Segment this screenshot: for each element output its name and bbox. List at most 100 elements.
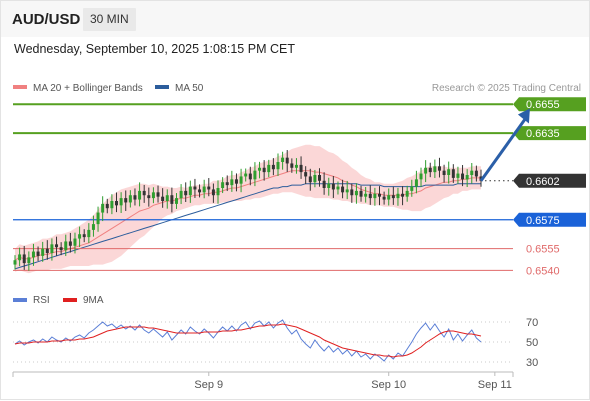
- level-label-0.6635: 0.6635: [526, 128, 560, 140]
- candle-body: [142, 190, 146, 196]
- candle-body: [59, 247, 63, 251]
- candle-body: [253, 170, 257, 180]
- candle-body: [96, 212, 100, 225]
- candle-body: [354, 190, 358, 196]
- candle-body: [401, 193, 405, 197]
- candle-body: [174, 198, 178, 204]
- bollinger-band: [15, 144, 481, 274]
- candle-body: [110, 201, 114, 209]
- rsi-tick-70: 70: [526, 317, 538, 329]
- candle-body: [87, 229, 91, 238]
- level-tag-shape: [513, 97, 586, 112]
- x-tick-label: Sep 9: [194, 379, 223, 391]
- candle-body: [285, 157, 289, 164]
- candle-body: [73, 238, 77, 246]
- candle-body: [364, 193, 368, 197]
- level-tag-0.6575: 0.6575: [513, 212, 586, 227]
- candle-body: [234, 179, 238, 184]
- candle-body: [267, 164, 271, 173]
- candle-body: [433, 166, 437, 173]
- candle-body: [456, 173, 460, 178]
- candle-body: [341, 186, 345, 193]
- candle-body: [294, 164, 298, 168]
- level-tag-shape: [513, 173, 586, 188]
- candle-body: [322, 180, 326, 188]
- candle-body: [41, 248, 45, 256]
- candle-body: [313, 175, 317, 183]
- x-tick-label: Sep 11: [478, 379, 512, 391]
- x-tick-label: Sep 10: [371, 379, 406, 391]
- candle-body: [36, 251, 40, 256]
- candle-body: [470, 170, 474, 175]
- candle-body: [244, 173, 248, 177]
- candle-body: [27, 257, 31, 264]
- rsi-series-RSI: [14, 319, 482, 362]
- candle-body: [281, 157, 285, 162]
- chart-credit: Research © 2025 Trading Central: [432, 83, 581, 94]
- level-tag-0.6602: 0.6602: [513, 173, 586, 188]
- candle-body: [13, 260, 17, 265]
- candle-body: [161, 196, 165, 201]
- candle-body: [248, 173, 252, 180]
- legend-swatch-0: [13, 85, 27, 89]
- timeframe-badge[interactable]: 30 MIN: [83, 8, 136, 31]
- candle-body: [50, 244, 54, 253]
- rsi-series-9MA: [14, 323, 482, 358]
- candle-body: [304, 172, 308, 177]
- candle-body: [373, 193, 377, 199]
- rsi-tick-30: 30: [526, 357, 538, 369]
- candle-body: [327, 183, 331, 188]
- candle-body: [115, 201, 119, 206]
- candle-body: [442, 170, 446, 175]
- candle-body: [419, 173, 423, 180]
- candle-body: [308, 176, 312, 183]
- candle-body: [64, 241, 68, 251]
- legend-swatch-1: [155, 85, 169, 89]
- level-tag-shape: [513, 212, 586, 227]
- candle-body: [147, 195, 151, 199]
- candle-body: [359, 190, 363, 197]
- candle-body: [382, 196, 386, 200]
- instrument-symbol: AUD/USD: [12, 11, 81, 28]
- level-tag-0.6635: 0.6635: [513, 126, 586, 141]
- candle-body: [461, 173, 465, 180]
- candle-body: [188, 186, 192, 196]
- level-label-0.6575: 0.6575: [526, 215, 560, 227]
- candle-body: [318, 175, 322, 181]
- candle-body: [133, 195, 137, 200]
- candle-body: [410, 186, 414, 191]
- rsi-tick-50: 50: [526, 337, 538, 349]
- candle-body: [474, 170, 478, 177]
- candle-body: [414, 179, 418, 187]
- candle-body: [193, 186, 197, 190]
- legend-label-1: MA 50: [175, 83, 204, 94]
- candle-body: [18, 254, 22, 261]
- level-label-0.6602: 0.6602: [526, 176, 560, 188]
- candle-body: [428, 167, 432, 173]
- candle-body: [405, 190, 409, 197]
- forecast-arrow-head: [517, 108, 530, 124]
- candle-body: [78, 234, 82, 239]
- candle-body: [290, 163, 294, 168]
- candle-body: [271, 164, 275, 170]
- candle-body: [230, 179, 234, 186]
- candle-body: [387, 195, 391, 200]
- candle-body: [451, 169, 455, 178]
- candle-body: [437, 166, 441, 171]
- candle-body: [299, 164, 303, 173]
- candle-body: [424, 167, 428, 174]
- candle-body: [336, 186, 340, 190]
- candle-body: [211, 189, 215, 196]
- candle-body: [447, 169, 451, 175]
- level-label-0.6655: 0.6655: [526, 99, 560, 111]
- candle-body: [105, 203, 109, 209]
- candle-body: [202, 186, 206, 193]
- candle-body: [396, 193, 400, 199]
- candle-body: [170, 195, 174, 204]
- candle-body: [45, 248, 49, 253]
- candle-body: [156, 192, 160, 197]
- candle-body: [276, 162, 280, 170]
- candles-group: [13, 150, 483, 271]
- candle-body: [82, 234, 86, 238]
